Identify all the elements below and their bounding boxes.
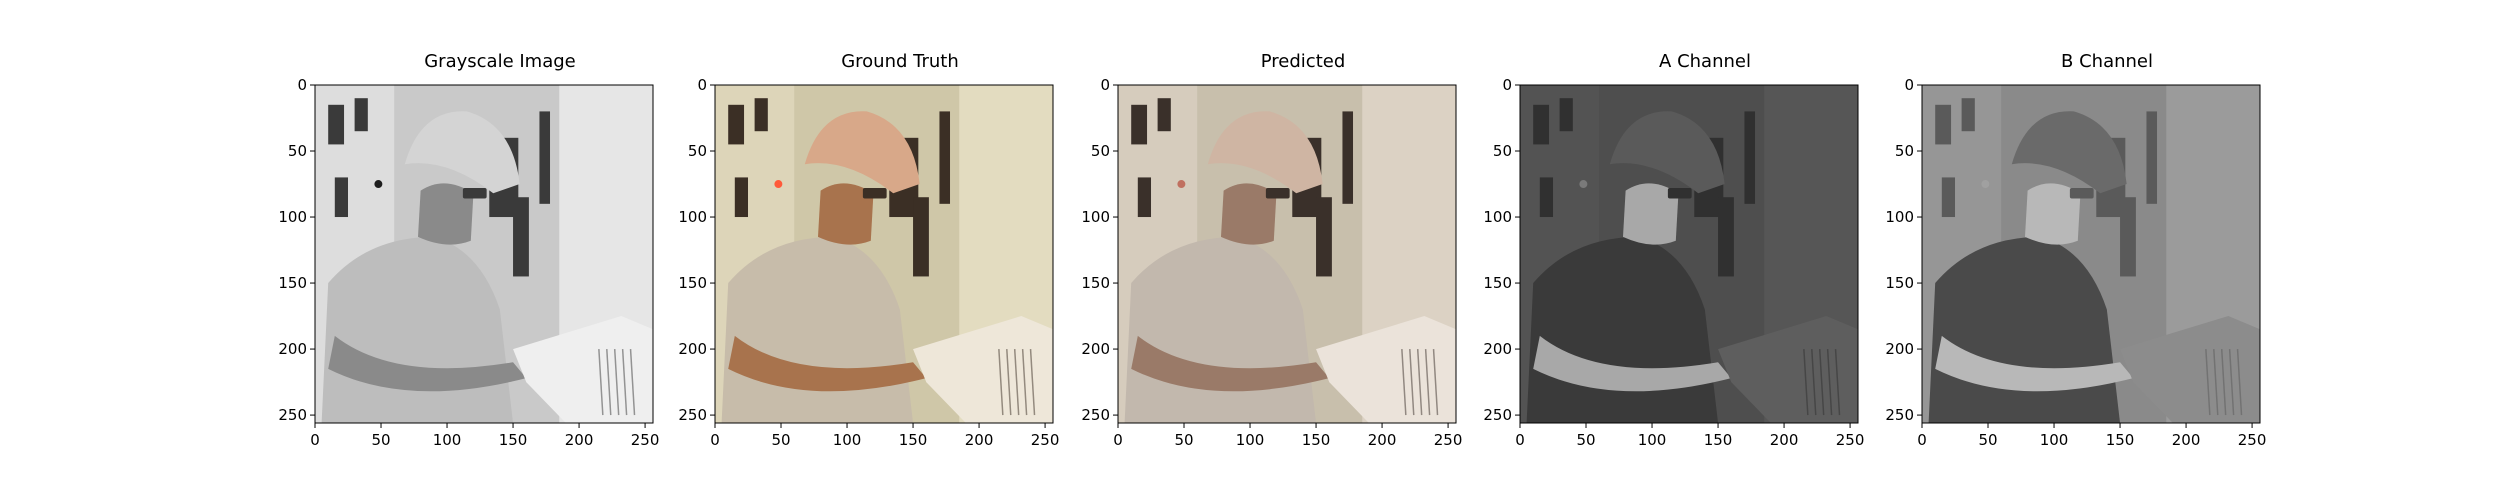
x-tick-label: 200 bbox=[965, 431, 994, 449]
y-tick-label: 200 bbox=[678, 340, 707, 358]
y-tick-label: 50 bbox=[1493, 142, 1512, 160]
photo-b bbox=[1922, 85, 2260, 423]
x-tick-label: 50 bbox=[1576, 431, 1595, 449]
y-tick-label: 0 bbox=[1502, 76, 1512, 94]
y-tick-label: 250 bbox=[1885, 406, 1914, 424]
y-tick-label: 150 bbox=[1483, 274, 1512, 292]
x-tick-label: 0 bbox=[1515, 431, 1525, 449]
y-tick-label: 100 bbox=[1483, 208, 1512, 226]
y-tick-label: 150 bbox=[1885, 274, 1914, 292]
y-tick-label: 0 bbox=[297, 76, 307, 94]
y-tick-label: 0 bbox=[1904, 76, 1914, 94]
x-tick-label: 50 bbox=[371, 431, 390, 449]
y-tick-label: 0 bbox=[1100, 76, 1110, 94]
x-tick-label: 100 bbox=[433, 431, 462, 449]
panel-gray: Grayscale Image 0 50 100 150 200 250 0 50 100 150 2… bbox=[278, 40, 700, 460]
x-tick-label: 100 bbox=[1236, 431, 1265, 449]
photo-color bbox=[715, 85, 1053, 423]
y-tick-label: 200 bbox=[1483, 340, 1512, 358]
x-tick-label: 100 bbox=[2040, 431, 2069, 449]
y-tick-label: 250 bbox=[678, 406, 707, 424]
x-tick-label: 200 bbox=[1770, 431, 1799, 449]
x-tick-label: 250 bbox=[2238, 431, 2267, 449]
y-tick-label: 250 bbox=[1081, 406, 1110, 424]
x-tick-label: 200 bbox=[2172, 431, 2201, 449]
y-tick-label: 150 bbox=[678, 274, 707, 292]
x-tick-label: 50 bbox=[771, 431, 790, 449]
x-tick-label: 150 bbox=[2106, 431, 2135, 449]
x-tick-label: 250 bbox=[1836, 431, 1865, 449]
x-tick-label: 0 bbox=[310, 431, 320, 449]
y-tick-label: 50 bbox=[1091, 142, 1110, 160]
y-tick-label: 100 bbox=[278, 208, 307, 226]
y-tick-label: 200 bbox=[1081, 340, 1110, 358]
panel-pred: Predicted 0 50 100 150 200 250 0 50 100 150 200 250 bbox=[1081, 40, 1503, 460]
x-tick-label: 200 bbox=[1368, 431, 1397, 449]
x-tick-label: 0 bbox=[1917, 431, 1927, 449]
y-tick-label: 100 bbox=[1081, 208, 1110, 226]
y-tick-label: 200 bbox=[278, 340, 307, 358]
x-tick-label: 0 bbox=[1113, 431, 1123, 449]
x-tick-label: 50 bbox=[1174, 431, 1193, 449]
y-tick-label: 250 bbox=[1483, 406, 1512, 424]
panel-title: Predicted bbox=[1260, 51, 1346, 72]
x-tick-label: 250 bbox=[1031, 431, 1060, 449]
photo-gray bbox=[315, 85, 653, 423]
photo-a bbox=[1520, 85, 1858, 423]
y-tick-label: 100 bbox=[678, 208, 707, 226]
photo-pred bbox=[1118, 85, 1456, 423]
x-tick-label: 150 bbox=[1302, 431, 1331, 449]
panel-a: A Channel 0 50 100 150 200 250 0 50 100 150 200 250 bbox=[1483, 40, 1905, 460]
y-tick-label: 250 bbox=[278, 406, 307, 424]
x-tick-label: 150 bbox=[1704, 431, 1733, 449]
x-tick-label: 50 bbox=[1978, 431, 1997, 449]
x-tick-label: 150 bbox=[499, 431, 528, 449]
x-tick-label: 200 bbox=[565, 431, 594, 449]
x-tick-label: 250 bbox=[631, 431, 660, 449]
y-tick-label: 50 bbox=[1895, 142, 1914, 160]
y-tick-label: 200 bbox=[1885, 340, 1914, 358]
y-tick-label: 150 bbox=[278, 274, 307, 292]
panel-b: B Channel 0 50 100 150 200 250 0 50 100 150 200 250 bbox=[1885, 40, 2307, 460]
panel-title: Ground Truth bbox=[841, 51, 959, 72]
y-tick-label: 150 bbox=[1081, 274, 1110, 292]
panel-title: Grayscale Image bbox=[424, 51, 576, 72]
y-tick-label: 50 bbox=[288, 142, 307, 160]
x-tick-label: 100 bbox=[833, 431, 862, 449]
y-tick-label: 0 bbox=[697, 76, 707, 94]
x-tick-label: 0 bbox=[710, 431, 720, 449]
x-tick-label: 150 bbox=[899, 431, 928, 449]
panel-title: B Channel bbox=[2061, 51, 2153, 72]
y-tick-label: 100 bbox=[1885, 208, 1914, 226]
panel-color: Ground Truth 0 50 100 150 200 250 0 50 100 150 200 2… bbox=[678, 40, 1100, 460]
y-tick-label: 50 bbox=[688, 142, 707, 160]
x-tick-label: 250 bbox=[1434, 431, 1463, 449]
panel-title: A Channel bbox=[1659, 51, 1751, 72]
x-tick-label: 100 bbox=[1638, 431, 1667, 449]
